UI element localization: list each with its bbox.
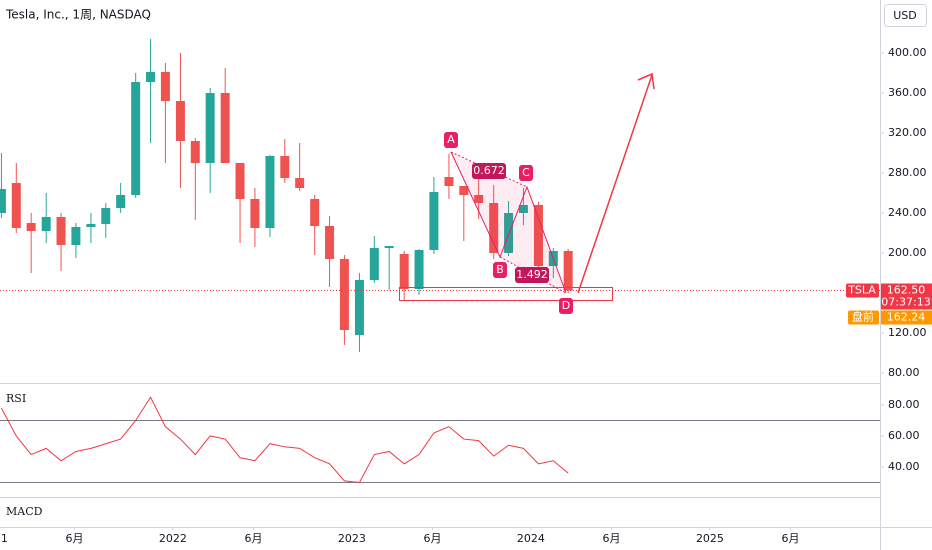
candle-body	[86, 224, 96, 227]
candle-body	[41, 217, 51, 231]
candle-body	[26, 223, 36, 231]
x-tick-label: 2025	[696, 532, 724, 545]
candle-body	[175, 101, 185, 141]
countdown: 07:37:13	[881, 296, 930, 309]
pattern-point-badge	[559, 298, 573, 314]
y-tick-label: 200.00	[888, 246, 927, 259]
candle-body	[444, 177, 454, 186]
support-zone	[399, 287, 613, 301]
pattern-point-label: D	[562, 299, 570, 312]
last-price-label: 162.50	[887, 284, 926, 297]
y-tick-label: 120.00	[888, 326, 927, 339]
pattern-ratio-label: 0.672	[473, 164, 505, 177]
pattern-fill	[451, 152, 527, 257]
y-tick-label: 320.00	[888, 126, 927, 139]
candle-body	[11, 183, 21, 228]
candle-body	[459, 186, 469, 195]
premarket-price-badge	[881, 310, 932, 325]
candle-body	[429, 192, 439, 250]
candle-body	[131, 82, 141, 195]
premarket-badge	[848, 310, 879, 325]
pattern-point-badge	[444, 132, 458, 148]
candle-body	[414, 250, 424, 289]
currency-button[interactable]	[884, 4, 927, 27]
indicator-title: MACD	[6, 505, 43, 518]
candle-body	[280, 156, 290, 178]
candle-body	[489, 203, 499, 253]
pattern-point-label: A	[447, 133, 455, 146]
pattern-point-label: C	[522, 166, 530, 179]
y-tick-label: 80.00	[888, 398, 920, 411]
y-tick-label: 240.00	[888, 206, 927, 219]
candle-body	[190, 141, 200, 163]
rsi-line	[0, 396, 569, 483]
candle-body	[71, 227, 81, 245]
candle-body	[339, 259, 349, 330]
y-tick-label: 80.00	[888, 366, 920, 379]
pattern-point-label: B	[496, 263, 504, 276]
forecast-arrow	[577, 74, 653, 294]
currency[interactable]: USD	[893, 9, 917, 22]
forecast-arrow-head	[637, 72, 655, 90]
candle-body	[160, 72, 170, 101]
candle-body	[310, 199, 320, 226]
candle-body	[474, 195, 484, 203]
y-tick-label: 40.00	[888, 460, 920, 473]
candle-body	[220, 93, 230, 163]
x-tick-label: 6月	[781, 532, 799, 545]
indicator-title: RSI	[6, 392, 26, 405]
candle-body	[101, 208, 111, 224]
x-tick-label: 2023	[338, 532, 366, 545]
candle-body	[399, 254, 409, 289]
pattern-line	[450, 151, 567, 294]
candle-body	[146, 72, 156, 82]
y-tick-label: 360.00	[888, 86, 927, 99]
pattern-ratio-label: 1.492	[516, 268, 548, 281]
candle-body	[384, 246, 394, 248]
pattern-ratio-badge	[472, 163, 506, 179]
candle-body	[235, 163, 245, 199]
x-tick-label: 6月	[602, 532, 620, 545]
price-badge	[881, 283, 932, 310]
candle-body	[354, 280, 364, 335]
y-tick-label: 280.00	[888, 166, 927, 179]
x-tick-label: 6月	[423, 532, 441, 545]
candle-body	[518, 205, 528, 213]
x-tick-label: 2021	[0, 532, 8, 545]
candle-body	[295, 178, 305, 188]
pattern-point-badge	[519, 165, 533, 181]
candle-body	[116, 195, 126, 208]
candle-body	[533, 205, 543, 266]
y-tick-label: 60.00	[888, 429, 920, 442]
x-tick-label: 2024	[517, 532, 545, 545]
candle-body	[369, 248, 379, 280]
symbol-title: Tesla, Inc., 1周, NASDAQ	[5, 8, 151, 22]
x-tick-label: 6月	[65, 532, 83, 545]
candle-body	[250, 199, 260, 228]
x-tick-label: 2022	[159, 532, 187, 545]
candle-body	[325, 226, 335, 259]
x-tick-label: 6月	[244, 532, 262, 545]
candle-body	[265, 156, 275, 228]
candle-body	[0, 189, 6, 213]
candle-body	[563, 251, 573, 291]
candle-body	[504, 213, 514, 253]
pattern-ratio-badge	[515, 267, 549, 283]
premarket-tag: 盘前	[852, 310, 874, 324]
premarket-price: 162.24	[887, 311, 926, 324]
symbol-badge	[846, 283, 879, 298]
symbol-label: TSLA	[847, 284, 876, 297]
candle-body	[56, 217, 66, 245]
pattern-point-badge	[493, 262, 507, 278]
pattern-fill	[500, 187, 566, 293]
candle-body	[205, 93, 215, 163]
y-tick-label: 400.00	[888, 46, 927, 59]
